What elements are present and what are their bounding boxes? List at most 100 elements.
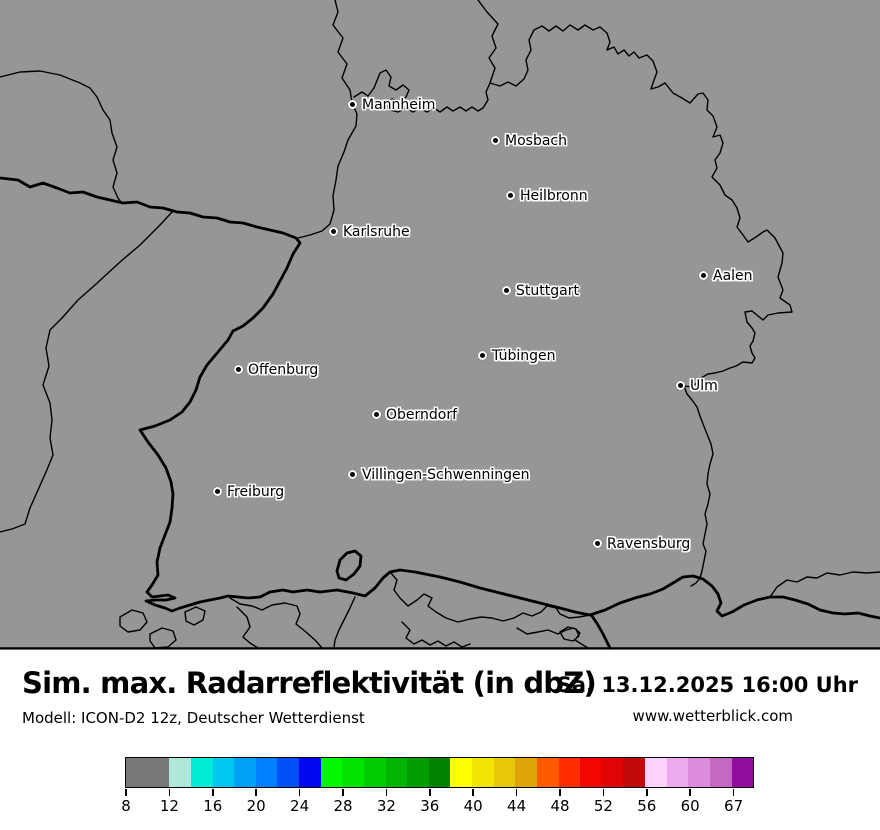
page-title: Sim. max. Radarreflektivität (in dbZ) xyxy=(22,666,597,700)
city-marker-dot xyxy=(478,351,488,361)
radar-map: Mannheim Mosbach Heilbronn Karlsruhe Aalen St… xyxy=(0,0,880,650)
colorbar-segment xyxy=(407,758,429,787)
colorbar-tick xyxy=(385,789,388,796)
colorbar-tick xyxy=(342,789,344,796)
colorbar-tick-label: 24 xyxy=(290,797,310,815)
colorbar-segment xyxy=(493,758,516,787)
city-label: Karlsruhe xyxy=(343,224,410,240)
colorbar-tick-label: 8 xyxy=(121,797,131,815)
colorbar-tick-label: 28 xyxy=(333,797,353,815)
city-label: Oberndorf xyxy=(386,407,458,423)
valid-datetime: Sa, 13.12.2025 16:00 Uhr xyxy=(556,673,858,697)
colorbar-segment xyxy=(709,758,732,787)
colorbar-segment xyxy=(126,758,170,787)
colorbar-tick-label: 56 xyxy=(637,797,657,815)
border-lake-thin xyxy=(389,571,591,623)
dbz-colorbar: 8 12 16 20 24 28 32 36 40 44 48 52 56 60 67 xyxy=(121,757,754,815)
city-label: Aalen xyxy=(713,268,753,284)
colorbar-tick xyxy=(559,789,561,796)
city-marker-dot xyxy=(234,365,244,375)
colorbar-segment xyxy=(536,758,559,787)
colorbar-segment xyxy=(190,758,213,787)
colorbar-segment xyxy=(385,758,408,787)
city-label: Ulm xyxy=(690,378,718,394)
colorbar-segment xyxy=(623,758,645,787)
colorbar-tick-label: 60 xyxy=(680,797,700,815)
colorbar-segment xyxy=(515,758,537,787)
colorbar-tick xyxy=(298,789,301,796)
swiss-line-3 xyxy=(333,596,356,649)
border-east-bavaria xyxy=(489,24,793,587)
city-label: Stuttgart xyxy=(516,283,579,299)
website-credit: www.wetterblick.com xyxy=(632,707,793,725)
colorbar-tick-label: 32 xyxy=(376,797,396,815)
colorbar-tick xyxy=(212,789,214,796)
colorbar-segment xyxy=(212,758,235,787)
swiss-loop-2 xyxy=(149,627,177,649)
city-label: Heilbronn xyxy=(520,188,588,204)
city-marker-dot xyxy=(348,100,358,110)
border-below-lake xyxy=(516,627,589,649)
colorbar-tick-label: 52 xyxy=(593,797,613,815)
colorbar-tick xyxy=(646,789,648,796)
city-label: Mannheim xyxy=(362,97,436,113)
colorbar-tick xyxy=(732,789,735,796)
city-marker-dot xyxy=(329,227,339,237)
colorbar-segment xyxy=(342,758,364,787)
city-label: Villingen-Schwenningen xyxy=(362,467,530,483)
city-label: Ravensburg xyxy=(607,536,691,552)
city-marker-dot xyxy=(593,539,603,549)
colorbar-segment xyxy=(558,758,581,787)
colorbar-segment xyxy=(234,758,256,787)
info-panel: Sim. max. Radarreflektivität (in dbZ) Sa… xyxy=(0,650,880,830)
swiss-loop-3 xyxy=(184,606,206,626)
colorbar-tick-label: 16 xyxy=(203,797,223,815)
colorbar-tick-label: 67 xyxy=(724,797,744,815)
colorbar-segment xyxy=(320,758,343,787)
city-marker-dot xyxy=(699,271,709,281)
border-rhine-north xyxy=(297,0,358,239)
swiss-line-1 xyxy=(236,606,259,649)
colorbar-tick-label: 12 xyxy=(159,797,179,815)
model-info: Modell: ICON-D2 12z, Deutscher Wetterdie… xyxy=(22,709,365,727)
colorbar-tick xyxy=(472,789,474,796)
colorbar-segment xyxy=(666,758,689,787)
city-marker-dot xyxy=(502,286,512,296)
border-hesse-bavaria-spur xyxy=(477,0,499,84)
colorbar-segment xyxy=(580,758,602,787)
colorbar-tick-label: 40 xyxy=(463,797,483,815)
colorbar-segment xyxy=(601,758,624,787)
colorbar-segment xyxy=(731,758,754,787)
city-marker-dot xyxy=(506,191,516,201)
colorbar-tick-label: 44 xyxy=(507,797,527,815)
border-schaffhausen-loop xyxy=(335,549,363,582)
colorbar-tick xyxy=(602,789,605,796)
border-rlp-topleft xyxy=(0,70,122,203)
colorbar-tick-label: 48 xyxy=(550,797,570,815)
border-bodensee-south xyxy=(590,614,612,650)
colorbar-tick xyxy=(689,789,691,796)
border-austria-thin xyxy=(769,571,880,598)
colorbar-tick xyxy=(168,789,171,796)
city-marker-dot xyxy=(372,410,382,420)
swiss-loop-1 xyxy=(119,609,148,633)
colorbar-tick xyxy=(515,789,518,796)
map-borders-svg xyxy=(0,0,880,650)
colorbar-tick xyxy=(429,789,431,796)
city-label: Mosbach xyxy=(505,133,567,149)
colorbar-tick xyxy=(125,789,127,796)
colorbar-segment xyxy=(472,758,494,787)
colorbar-tick xyxy=(255,789,257,796)
colorbar-segment xyxy=(645,758,667,787)
colorbar-segment xyxy=(299,758,321,787)
colorbar-segment xyxy=(688,758,710,787)
swiss-line-2 xyxy=(229,597,323,649)
colorbar-segment xyxy=(428,758,451,787)
city-label: Offenburg xyxy=(248,362,319,378)
border-lindau-loop xyxy=(559,626,580,642)
city-label: Tübingen xyxy=(492,348,556,364)
city-marker-dot xyxy=(213,487,223,497)
colorbar-segment xyxy=(277,758,299,787)
city-marker-dot xyxy=(348,470,358,480)
